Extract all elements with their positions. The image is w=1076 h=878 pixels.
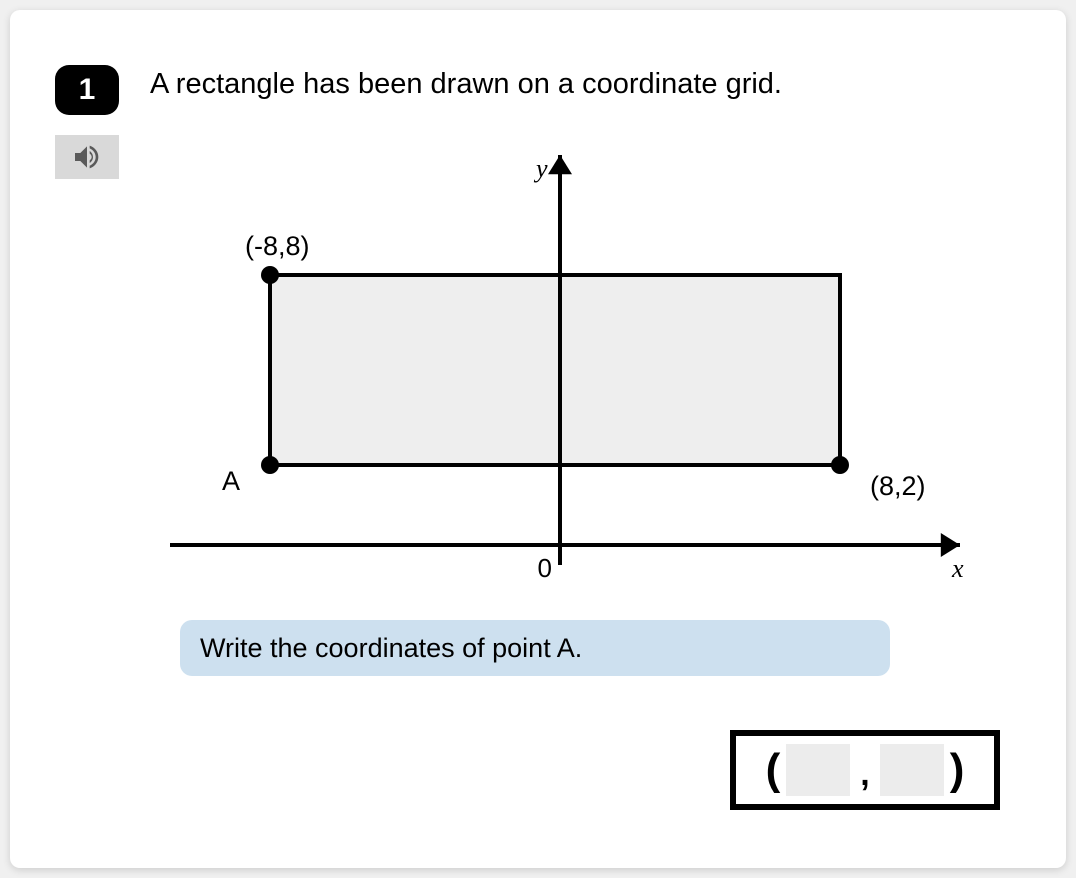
coordinate-diagram: y x 0 (-8,8) A (8,2) bbox=[140, 145, 980, 585]
answer-comma: , bbox=[856, 755, 873, 804]
svg-text:0: 0 bbox=[538, 553, 552, 583]
svg-text:x: x bbox=[951, 554, 964, 583]
answer-box: ( , ) bbox=[730, 730, 1000, 810]
speaker-icon bbox=[71, 141, 103, 173]
answer-x-input[interactable] bbox=[786, 744, 850, 796]
close-paren: ) bbox=[950, 745, 965, 795]
svg-text:y: y bbox=[533, 154, 548, 183]
open-paren: ( bbox=[766, 745, 781, 795]
question-number-badge: 1 bbox=[55, 65, 119, 115]
diagram-svg: y x 0 (-8,8) A (8,2) bbox=[140, 145, 980, 585]
svg-text:(-8,8): (-8,8) bbox=[245, 231, 310, 261]
question-card: 1 A rectangle has been drawn on a coordi… bbox=[10, 10, 1066, 868]
svg-text:A: A bbox=[222, 466, 240, 496]
audio-play-button[interactable] bbox=[55, 135, 119, 179]
svg-text:(8,2): (8,2) bbox=[870, 471, 926, 501]
page: 1 A rectangle has been drawn on a coordi… bbox=[0, 0, 1076, 878]
question-text: A rectangle has been drawn on a coordina… bbox=[150, 68, 782, 101]
prompt-banner: Write the coordinates of point A. bbox=[180, 620, 890, 676]
answer-y-input[interactable] bbox=[880, 744, 944, 796]
